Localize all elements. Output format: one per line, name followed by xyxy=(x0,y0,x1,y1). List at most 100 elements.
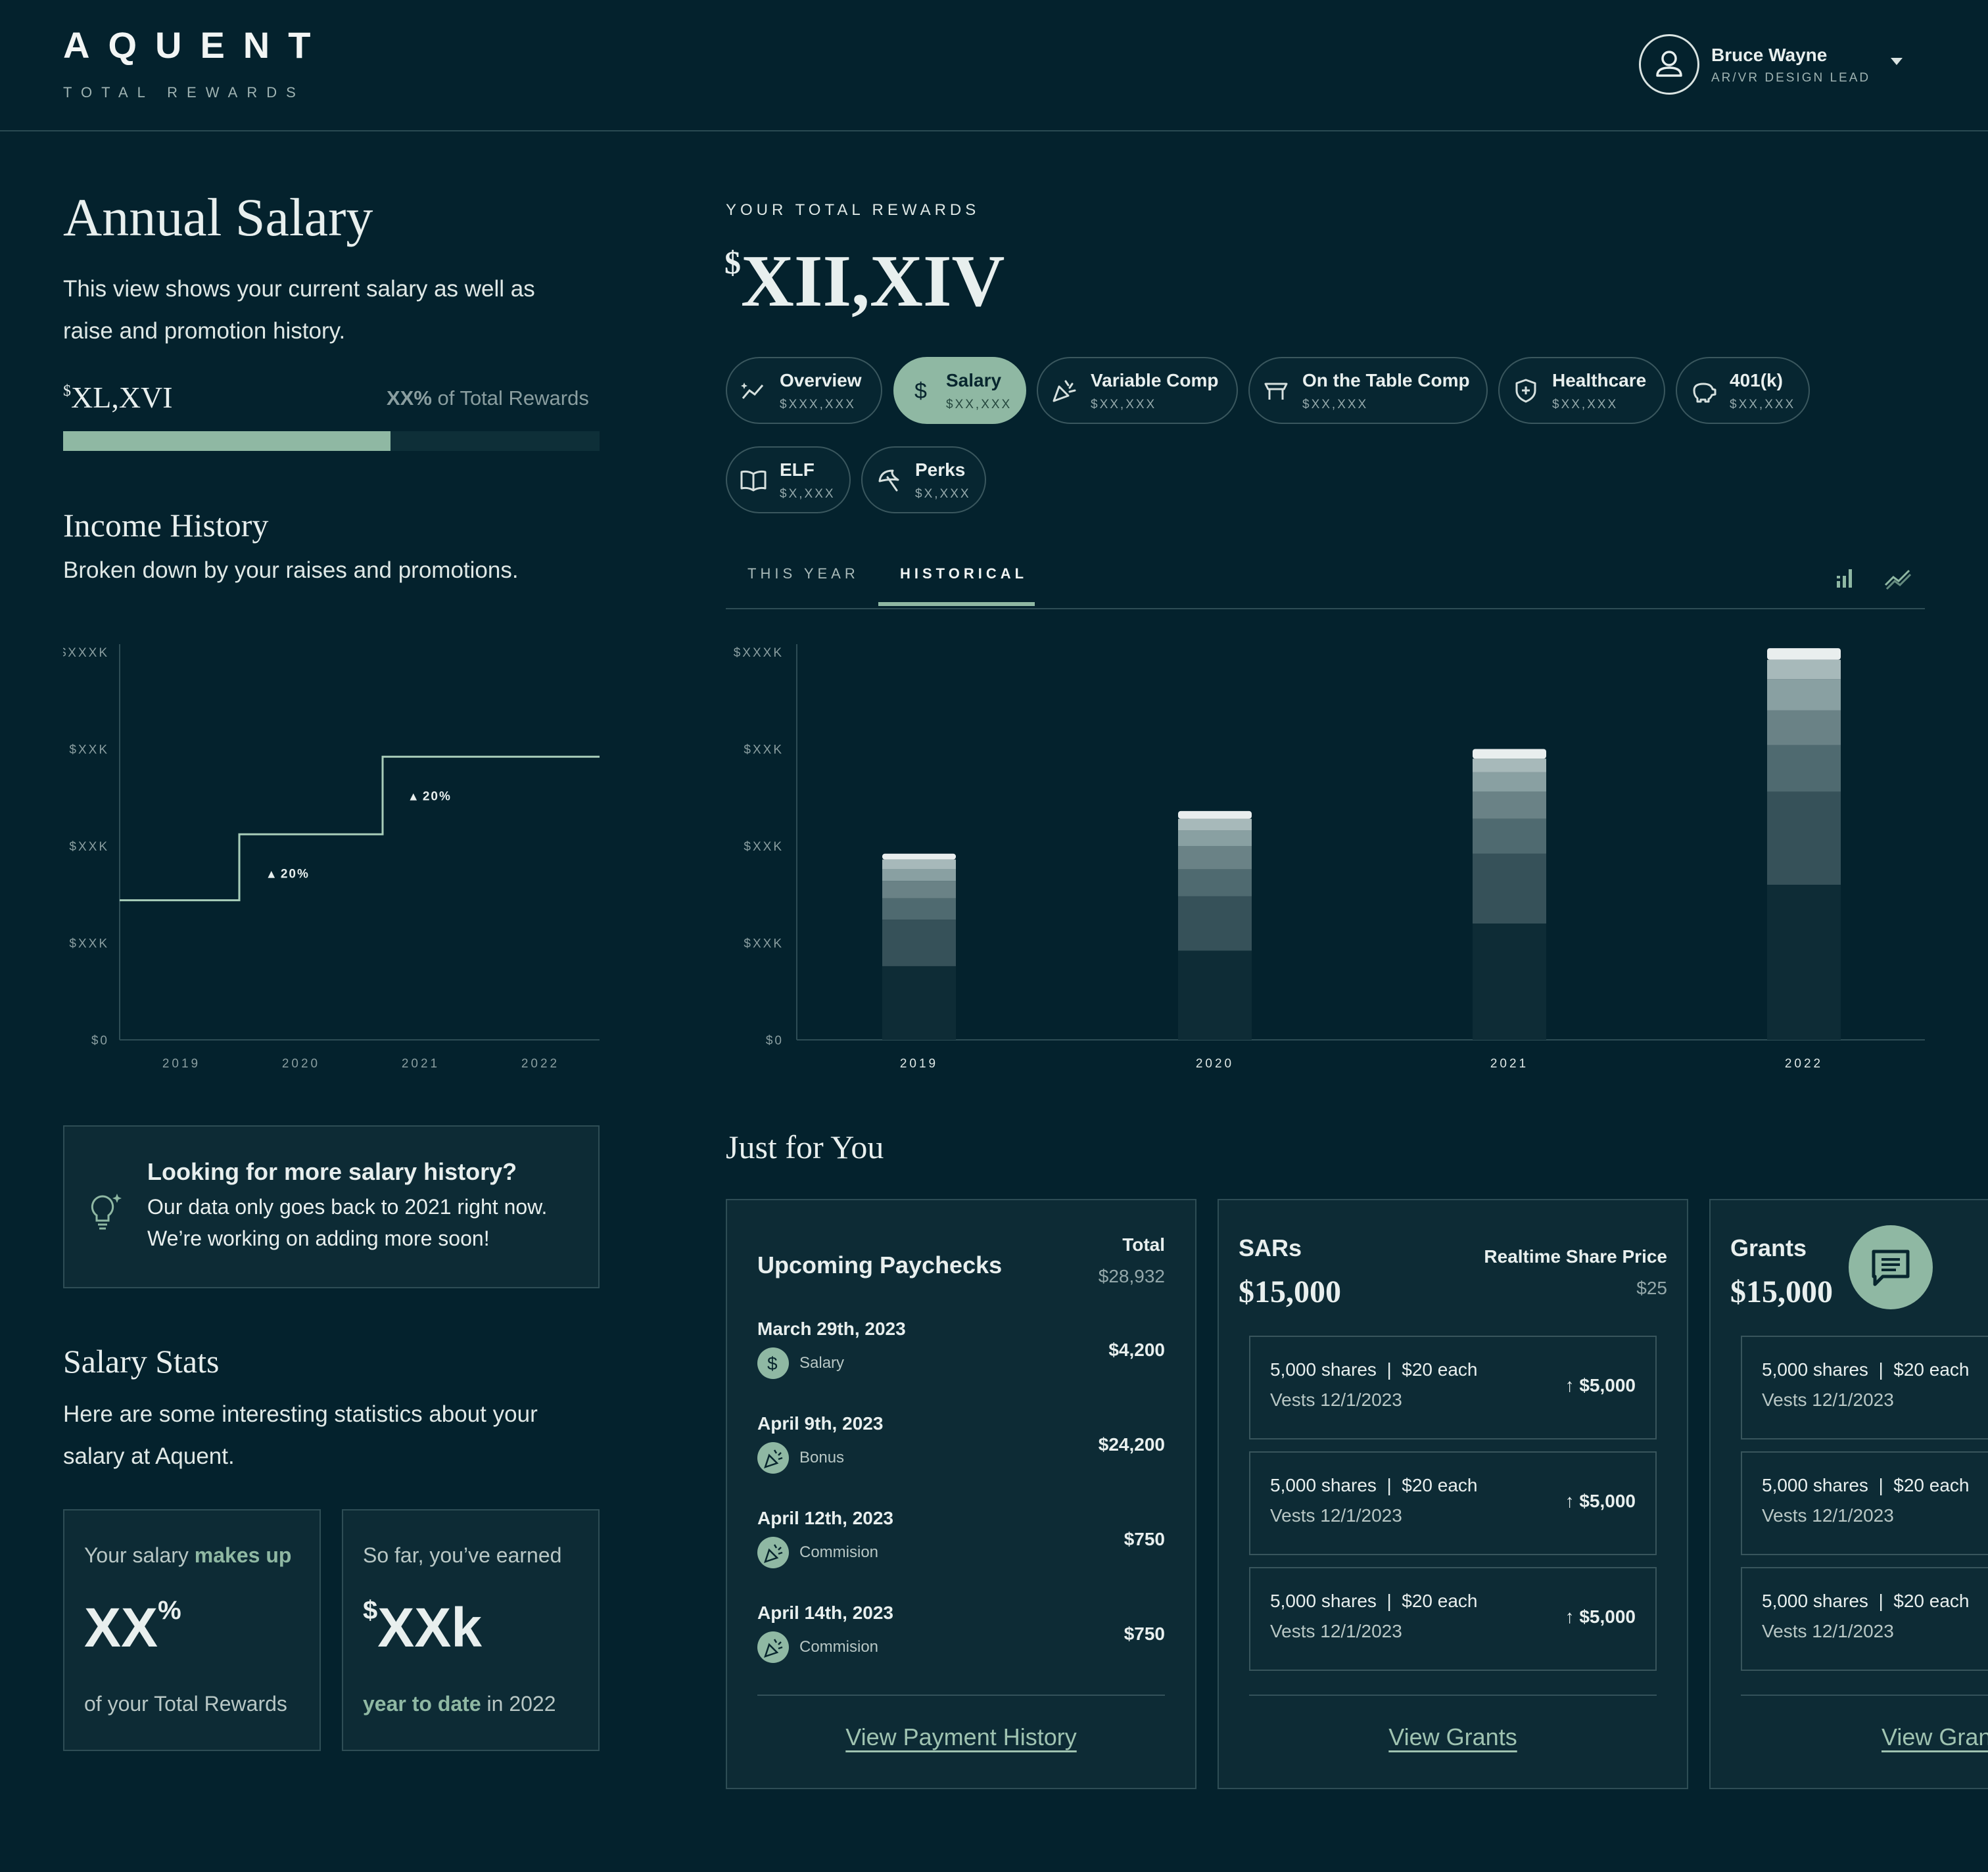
sar-row[interactable]: 5,000 shares | $20 each Vests 12/1/2023 … xyxy=(1249,1451,1657,1555)
pill-perks[interactable]: Perks $X,XXX xyxy=(861,446,986,513)
view-payment-history-link[interactable]: View Payment History xyxy=(845,1723,1077,1750)
dollar-icon: $ xyxy=(757,1347,789,1379)
user-name[interactable]: Bruce Wayne xyxy=(1711,45,1828,65)
chat-button[interactable] xyxy=(1849,1225,1933,1309)
bar-segment xyxy=(1767,745,1841,792)
raise-annotation: ▴ 20% xyxy=(410,789,452,803)
grant-shares: 5,000 shares | $20 each xyxy=(1762,1359,1970,1380)
paycheck-amount: $750 xyxy=(1124,1529,1165,1549)
x-tick-label: 2022 xyxy=(1785,1057,1823,1071)
raise-annotation: ▴ 20% xyxy=(268,867,310,881)
pill-value: $XX,XXX xyxy=(1552,398,1619,411)
stat-earned-value: $XXk xyxy=(363,1596,483,1658)
bar-segment xyxy=(882,920,956,966)
stat-share-value: XX% xyxy=(84,1596,181,1658)
income-history-subtitle: Broken down by your raises and promotion… xyxy=(63,557,519,583)
pill-label: Variable Comp xyxy=(1091,370,1219,390)
salary-progress-bar xyxy=(63,431,600,451)
stat-card-share: Your salary makes up XX% of your Total R… xyxy=(63,1509,321,1751)
bar-chart-icon[interactable] xyxy=(1833,565,1859,592)
pill-label: Overview xyxy=(780,370,862,390)
total-rewards-label: YOUR TOTAL REWARDS xyxy=(726,201,980,219)
user-avatar[interactable] xyxy=(1639,34,1699,95)
sar-vests: Vests 12/1/2023 xyxy=(1270,1621,1402,1641)
tab-this-year[interactable]: THIS YEAR xyxy=(747,565,859,582)
bar-segment xyxy=(882,853,956,860)
y-tick-label: $XXK xyxy=(69,840,109,854)
bar-chart-canvas: $XXXK $XXK $XXK $XXK $0 2019 2020 2021 2022 xyxy=(734,644,1925,1071)
grant-shares: 5,000 shares | $20 each xyxy=(1762,1591,1970,1611)
pill-variable-comp[interactable]: Variable Comp $XX,XXX xyxy=(1037,357,1238,424)
sar-row[interactable]: 5,000 shares | $20 each Vests 12/1/2023 … xyxy=(1249,1336,1657,1439)
pill-label: Healthcare xyxy=(1552,370,1647,390)
pill-label: ELF xyxy=(780,459,815,480)
y-tick-label: $0 xyxy=(91,1034,109,1048)
sar-gain: ↑ $5,000 xyxy=(1565,1491,1636,1511)
grant-row[interactable]: 5,000 shares | $20 each Vests 12/1/2023 xyxy=(1741,1567,1988,1671)
pill-overview[interactable]: Overview $XXX,XXX xyxy=(726,357,882,424)
y-tick-label: $XXK xyxy=(744,743,784,757)
grant-row[interactable]: 5,000 shares | $20 each Vests 12/1/2023 xyxy=(1741,1451,1988,1555)
pill-value: $XX,XXX xyxy=(1302,398,1369,411)
chevron-down-icon[interactable] xyxy=(1891,58,1903,65)
paycheck-row[interactable]: April 12th, 2023 Commision $750 xyxy=(757,1508,1165,1603)
paycheck-row[interactable]: April 14th, 2023 Commision $750 xyxy=(757,1603,1165,1697)
paycheck-date: April 14th, 2023 xyxy=(757,1603,893,1623)
stat-share-caption: of your Total Rewards xyxy=(84,1692,287,1716)
bar-segment xyxy=(1767,648,1841,660)
lightbulb-icon xyxy=(91,1194,122,1230)
bar-segment xyxy=(1767,659,1841,680)
x-tick-label: 2020 xyxy=(282,1057,320,1071)
line-chart-icon[interactable] xyxy=(1883,565,1913,592)
sar-vests: Vests 12/1/2023 xyxy=(1270,1505,1402,1526)
view-grants-link-2[interactable]: View Grants xyxy=(1882,1723,1988,1750)
svg-text:$: $ xyxy=(767,1353,778,1374)
pill-elf[interactable]: ELF $X,XXX xyxy=(726,446,851,513)
pill-401k[interactable]: 401(k) $XX,XXX xyxy=(1676,357,1810,424)
grant-row[interactable]: 5,000 shares | $20 each Vests 12/1/2023 xyxy=(1741,1336,1988,1439)
paycheck-row[interactable]: March 29th, 2023 $ Salary $4,200 xyxy=(757,1319,1165,1413)
pill-value: $XX,XXX xyxy=(946,398,1012,411)
y-tick-label: $XXK xyxy=(744,840,784,854)
pill-label: Salary xyxy=(946,370,1002,390)
brand-logo[interactable]: AQUENT xyxy=(63,24,329,66)
paycheck-type: Commision xyxy=(799,1638,879,1656)
bar-segment xyxy=(1178,846,1252,870)
pill-value: $XX,XXX xyxy=(1091,398,1157,411)
paycheck-row[interactable]: April 9th, 2023 Bonus $24,200 xyxy=(757,1413,1165,1508)
bar-segment xyxy=(1473,924,1546,1040)
sar-shares: 5,000 shares | $20 each xyxy=(1270,1475,1478,1495)
sars-card: SARs $15,000 Realtime Share Price $25 5,… xyxy=(1218,1199,1688,1789)
view-grants-link[interactable]: View Grants xyxy=(1388,1723,1517,1750)
bar-segment xyxy=(882,869,956,881)
y-tick-label: $XXK xyxy=(69,743,109,757)
grant-shares: 5,000 shares | $20 each xyxy=(1762,1475,1970,1495)
x-tick-label: 2020 xyxy=(1196,1057,1234,1071)
pill-value: $X,XXX xyxy=(780,487,836,501)
pill-value: $XX,XXX xyxy=(1730,398,1796,411)
pill-on-the-table-comp[interactable]: On the Table Comp $XX,XXX xyxy=(1248,357,1488,424)
share-price-value: $25 xyxy=(1636,1278,1667,1298)
bar-segment xyxy=(1178,896,1252,951)
bar-segment xyxy=(1178,950,1252,1040)
salary-description: This view shows your current salary as w… xyxy=(63,276,535,344)
tab-active-indicator xyxy=(878,602,1035,606)
upcoming-paychecks-card: Upcoming Paychecks Total $28,932 March 2… xyxy=(726,1199,1196,1789)
salary-progress-fill xyxy=(63,431,390,451)
shield-icon xyxy=(1515,379,1536,403)
bar-segment xyxy=(1767,679,1841,711)
sars-amount: $15,000 xyxy=(1239,1275,1341,1309)
card-divider xyxy=(1741,1695,1988,1696)
party-popper-icon xyxy=(757,1537,789,1568)
user-role: AR/VR DESIGN LEAD xyxy=(1711,71,1871,85)
pill-salary[interactable]: $ Salary $XX,XXX xyxy=(893,357,1026,424)
paycheck-amount: $24,200 xyxy=(1098,1434,1165,1455)
tab-historical[interactable]: HISTORICAL xyxy=(900,565,1028,582)
arrow-up-icon: ↑ xyxy=(1565,1606,1580,1627)
sar-row[interactable]: 5,000 shares | $20 each Vests 12/1/2023 … xyxy=(1249,1567,1657,1671)
trend-sparkle-icon xyxy=(741,383,764,399)
paychecks-total-label: Total xyxy=(1122,1234,1165,1255)
bar-segment xyxy=(1178,818,1252,831)
pill-healthcare[interactable]: Healthcare $XX,XXX xyxy=(1498,357,1665,424)
paycheck-date: March 29th, 2023 xyxy=(757,1319,906,1339)
